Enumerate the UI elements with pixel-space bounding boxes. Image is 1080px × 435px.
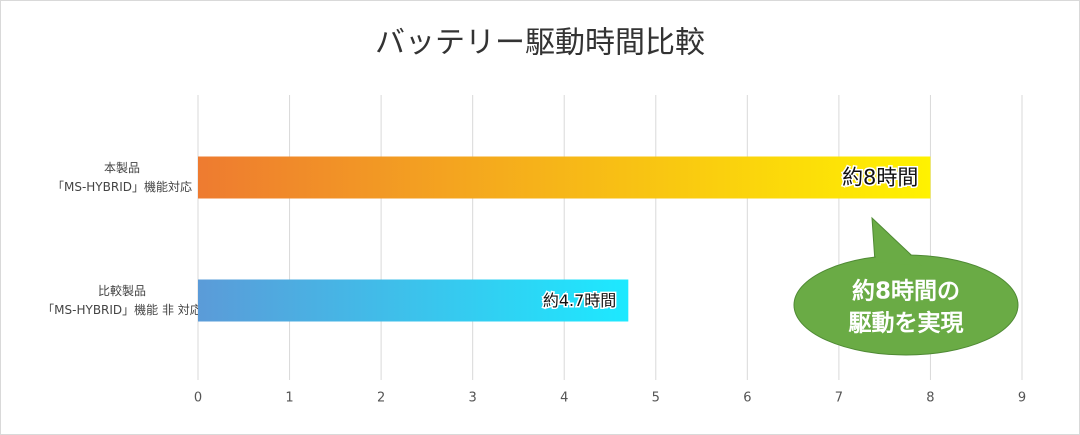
x-tick-label: 6 — [743, 391, 751, 406]
x-tick-label: 5 — [652, 391, 660, 406]
value-label: 約4.7時間 — [543, 291, 616, 310]
category-label: 本製品 — [104, 161, 140, 175]
bar — [198, 156, 931, 199]
category-label: 「MS-HYBRID」機能 非 対応 — [42, 302, 202, 317]
chart-title: バッテリー駆動時間比較 — [375, 26, 705, 61]
category-label: 「MS-HYBRID」機能対応 — [52, 179, 192, 194]
category-label: 比較製品 — [98, 283, 146, 298]
x-tick-label: 1 — [285, 391, 293, 406]
value-label: 約8時間 — [842, 166, 918, 190]
x-tick-label: 4 — [560, 391, 568, 406]
x-tick-label: 2 — [377, 391, 385, 406]
x-tick-label: 7 — [835, 391, 843, 406]
x-tick-label: 0 — [194, 391, 202, 406]
callout — [793, 254, 1019, 356]
callout-text: 駆動を実現 — [849, 310, 964, 337]
x-tick-label: 9 — [1018, 391, 1026, 406]
callout-text: 約8時間の — [852, 278, 960, 305]
x-tick-label: 8 — [926, 391, 934, 406]
callout-tail-cover — [874, 222, 922, 266]
bar — [198, 279, 629, 322]
x-tick-label: 3 — [469, 391, 477, 406]
